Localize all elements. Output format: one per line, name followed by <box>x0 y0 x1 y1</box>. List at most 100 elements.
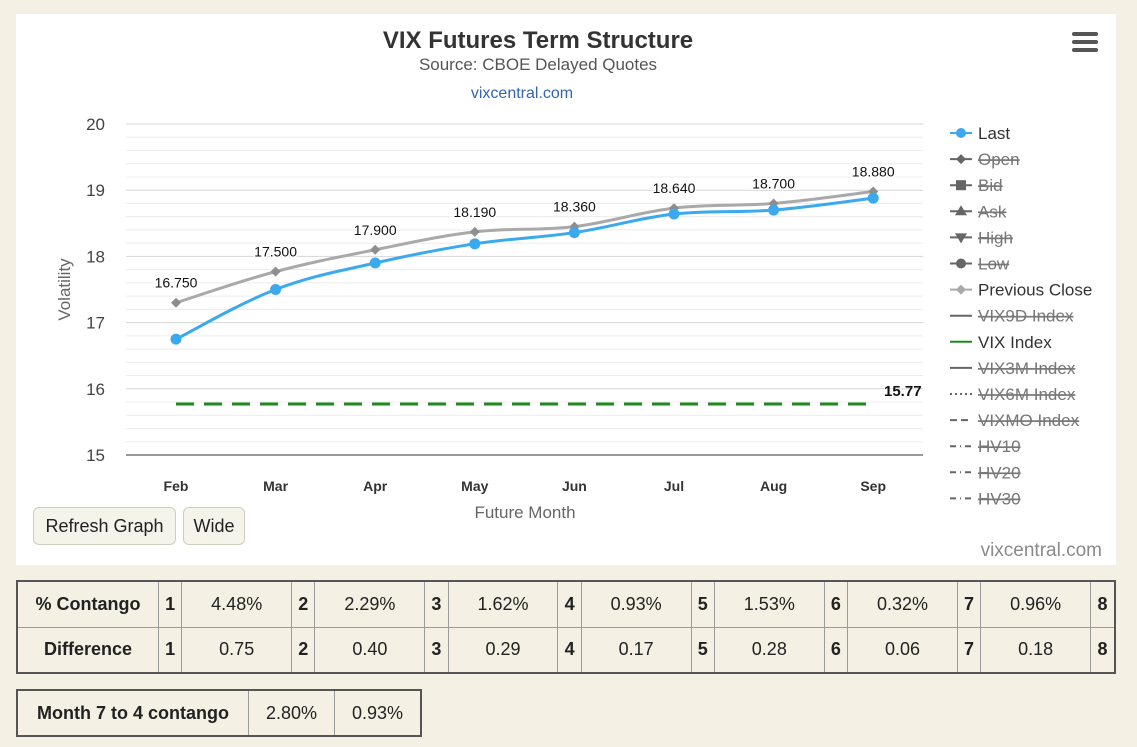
y-tick-label: 19 <box>86 181 105 200</box>
legend-label: Bid <box>978 176 1003 195</box>
legend-item[interactable]: High <box>950 228 1013 247</box>
stats-month-index: 7 <box>956 626 982 674</box>
legend-label: VIX6M Index <box>978 385 1076 404</box>
legend-symbol-diamond <box>956 154 966 165</box>
stats-month-index: 2 <box>291 626 316 674</box>
y-tick-label: 20 <box>86 115 105 134</box>
watermark-credit: vixcentral.com <box>980 540 1102 561</box>
previous-close-point <box>469 226 480 237</box>
month-contango-row: Month 7 to 4 contango 2.80% 0.93% <box>16 689 422 737</box>
month-contango-table: Month 7 to 4 contango 2.80% 0.93% <box>16 689 422 737</box>
stats-month-index: 5 <box>690 626 715 674</box>
contango-stats-table: % Contango 1 4.48% 2 2.29% 3 1.62% 4 0.93% 5 1.53%… <box>16 580 1116 674</box>
last-price-point <box>270 284 282 295</box>
hamburger-menu-icon[interactable] <box>1072 32 1098 54</box>
legend-item[interactable]: VIX3M Index <box>950 359 1076 378</box>
legend-item[interactable]: HV10 <box>950 437 1021 456</box>
legend-label: High <box>978 228 1013 247</box>
data-label: 17.500 <box>254 244 297 260</box>
legend-label: Open <box>978 150 1020 169</box>
data-label: 17.900 <box>354 222 397 238</box>
legend-item[interactable]: Bid <box>950 176 1003 195</box>
last-price-point <box>369 257 381 269</box>
stats-value: 0.06 <box>847 626 958 674</box>
x-tick-label: Sep <box>860 478 886 494</box>
stats-row-contango: % Contango 1 4.48% 2 2.29% 3 1.62% 4 0.93% 5 1.53%… <box>16 580 1116 628</box>
x-axis-title: Future Month <box>474 503 575 522</box>
last-price-point <box>170 333 182 345</box>
y-axis-title: Volatility <box>55 258 74 321</box>
stats-month-index: 3 <box>424 626 449 674</box>
legend-label: Last <box>978 124 1010 143</box>
legend-label: HV10 <box>978 437 1021 456</box>
stats-value: 1.62% <box>447 580 559 628</box>
x-tick-label: Mar <box>263 478 288 494</box>
series-line-last <box>175 196 874 341</box>
legend-item[interactable]: VIX Index <box>950 333 1052 352</box>
last-price-point <box>768 204 780 216</box>
chart-credit-link[interactable]: vixcentral.com <box>471 85 573 102</box>
stats-month-index: 4 <box>557 580 582 628</box>
legend-item[interactable]: Low <box>950 255 1010 274</box>
stats-value: 0.29 <box>447 626 559 674</box>
stats-month-index: 7 <box>956 580 982 628</box>
legend-item[interactable]: Ask <box>950 202 1007 221</box>
legend-symbol-diamond <box>956 284 966 295</box>
y-tick-label: 15 <box>86 446 105 465</box>
legend-item[interactable]: Open <box>950 150 1020 169</box>
vix-index-value-label: 15.77 <box>884 383 922 400</box>
data-label: 18.640 <box>653 180 696 196</box>
previous-close-point <box>370 244 381 255</box>
data-label: 18.880 <box>852 164 895 180</box>
data-label: 16.750 <box>155 275 198 291</box>
legend-item[interactable]: Previous Close <box>950 281 1092 300</box>
legend-item[interactable]: HV30 <box>950 489 1021 508</box>
stats-month-index: 3 <box>424 580 449 628</box>
stats-row-difference: Difference 1 0.75 2 0.40 3 0.29 4 0.17 5 0.28 6 0.06… <box>16 626 1116 674</box>
stats-month-index: 6 <box>823 580 849 628</box>
stats-month-index: 5 <box>690 580 715 628</box>
stats-value: 2.29% <box>314 580 426 628</box>
x-tick-label: Jun <box>562 478 587 494</box>
legend-label: VIX9D Index <box>978 307 1074 326</box>
legend-symbol-circle <box>956 128 966 138</box>
refresh-graph-button[interactable]: Refresh Graph <box>33 507 176 545</box>
wide-button[interactable]: Wide <box>183 507 245 545</box>
series-line-previous-close <box>175 190 874 305</box>
x-tick-label: Aug <box>760 478 787 494</box>
x-tick-label: May <box>461 478 488 494</box>
legend-label: VIX3M Index <box>978 359 1076 378</box>
last-price-point <box>867 192 879 204</box>
stats-month-index: 1 <box>157 626 183 674</box>
legend-item[interactable]: Last <box>950 124 1010 143</box>
data-label: 18.700 <box>752 175 795 191</box>
stats-month-index: 1 <box>157 580 183 628</box>
y-tick-label: 16 <box>86 380 105 399</box>
stats-month-index: 6 <box>823 626 849 674</box>
previous-close-point <box>171 297 181 308</box>
x-tick-label: Apr <box>363 478 388 494</box>
stats-row-label: Difference <box>16 626 159 674</box>
legend-item[interactable]: VIXMO Index <box>950 411 1080 430</box>
stats-value: 0.18 <box>980 626 1092 674</box>
y-tick-label: 18 <box>86 247 105 266</box>
x-tick-label: Jul <box>664 478 684 494</box>
month-contango-value: 2.80% <box>248 689 335 737</box>
stats-value: 0.75 <box>181 626 293 674</box>
stats-value: 4.48% <box>181 580 293 628</box>
legend-symbol-triangle-down <box>955 233 967 244</box>
legend-item[interactable]: VIX9D Index <box>950 307 1074 326</box>
stats-month-index: 8 <box>1090 580 1116 628</box>
chart-title: VIX Futures Term Structure <box>383 27 693 54</box>
month-contango-label: Month 7 to 4 contango <box>16 689 249 737</box>
legend-label: Previous Close <box>978 281 1092 300</box>
stats-value: 0.28 <box>713 626 825 674</box>
stats-row-label: % Contango <box>16 580 159 628</box>
month-contango-value: 0.93% <box>334 689 422 737</box>
legend-item[interactable]: VIX6M Index <box>950 385 1076 404</box>
legend-item[interactable]: HV20 <box>950 463 1021 482</box>
legend-symbol-triangle <box>955 205 967 216</box>
legend-label: Ask <box>978 202 1007 221</box>
previous-close-point <box>270 266 281 277</box>
